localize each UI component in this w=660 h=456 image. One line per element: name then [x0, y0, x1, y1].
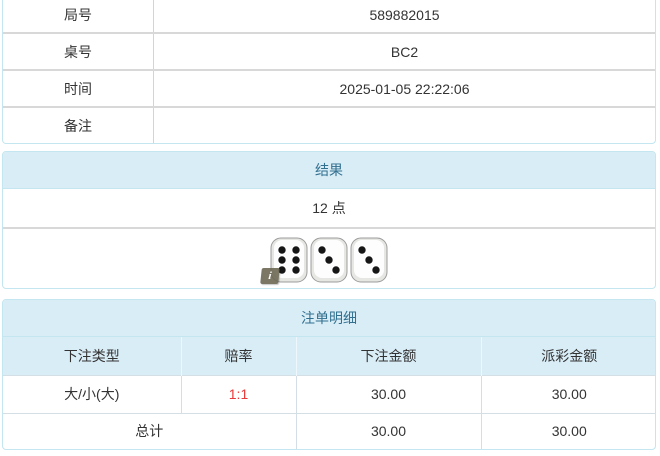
info-row-time: 时间 2025-01-05 22:22:06	[3, 69, 655, 106]
time-value: 2025-01-05 22:22:06	[339, 80, 470, 97]
bet-type-cell: 大/小(大)	[3, 374, 182, 413]
bet-row: 大/小(大) 1:1 30.00 30.00	[3, 374, 655, 413]
odds-cell: 1:1	[181, 374, 297, 413]
round-number-label: 局号	[3, 0, 154, 32]
bet-amount-header: 下注金额	[296, 337, 482, 375]
total-row: 总计 30.00 30.00	[3, 412, 655, 449]
odds-header: 赔率	[181, 337, 297, 375]
payout-amount-cell: 30.00	[481, 374, 655, 413]
info-row-table: 桌号 BC2	[3, 32, 655, 69]
result-points: 12 点	[312, 200, 346, 216]
dice-row: i	[260, 237, 388, 284]
bet-type-header: 下注类型	[3, 337, 182, 375]
info-row-remark: 备注	[3, 106, 655, 143]
info-icon[interactable]: i	[260, 267, 280, 284]
die-icon-3	[350, 237, 388, 282]
die-icon-6	[270, 237, 308, 282]
info-row-round: 局号 589882015	[3, 0, 655, 32]
total-bet-cell: 30.00	[296, 412, 482, 449]
payout-amount-header: 派彩金额	[481, 337, 655, 375]
round-info-table: 局号 589882015 桌号 BC2 时间 2025-01-05 22:22:…	[2, 0, 656, 144]
time-label: 时间	[3, 71, 154, 106]
result-panel-title: 结果	[3, 152, 655, 189]
table-number-label: 桌号	[3, 34, 154, 69]
bet-detail-panel: 注单明细 下注类型 赔率 下注金额 派彩金额 大/小(大) 1:1 30.00 …	[2, 299, 656, 450]
total-payout-cell: 30.00	[481, 412, 655, 449]
die-icon-3	[310, 237, 348, 282]
table-number-value: BC2	[390, 43, 419, 60]
bet-table-header-row: 下注类型 赔率 下注金额 派彩金额	[3, 337, 655, 375]
bet-panel-title: 注单明细	[3, 300, 655, 337]
bet-table: 下注类型 赔率 下注金额 派彩金额 大/小(大) 1:1 30.00 30.00…	[3, 337, 655, 449]
total-label-cell: 总计	[3, 412, 297, 449]
remark-label: 备注	[3, 108, 154, 143]
round-number-value: 589882015	[369, 7, 440, 23]
remark-value	[154, 108, 655, 143]
dice-cell: i	[3, 227, 655, 288]
result-panel: 结果 12 点 i	[2, 151, 656, 289]
bet-amount-cell: 30.00	[296, 374, 482, 413]
